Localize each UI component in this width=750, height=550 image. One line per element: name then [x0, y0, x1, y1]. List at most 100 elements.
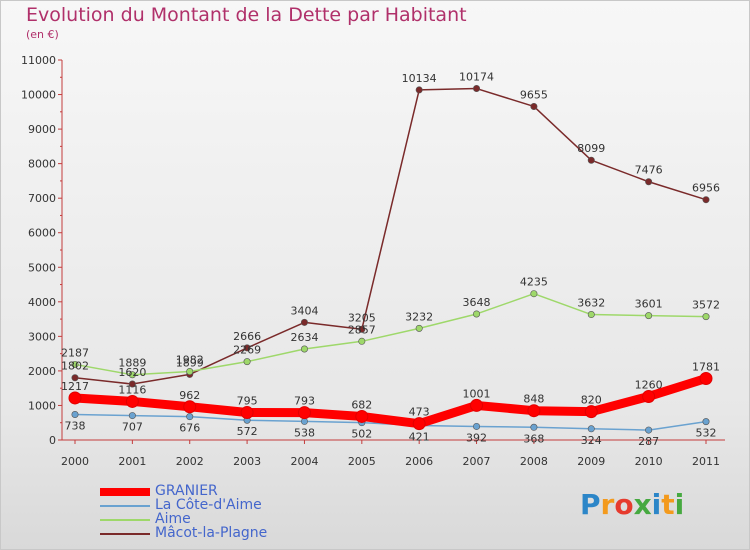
data-point — [702, 196, 710, 204]
data-label: 848 — [523, 393, 544, 406]
data-label: 538 — [294, 426, 315, 439]
legend: GRANIER La Côte-d'Aime Aime Mâcot-la-Plagne — [100, 483, 320, 541]
data-label: 676 — [179, 422, 200, 435]
data-label: 392 — [466, 431, 487, 444]
data-label: 9655 — [520, 88, 548, 101]
data-label: 421 — [409, 430, 430, 443]
data-point — [355, 409, 369, 423]
x-tick-label: 2005 — [348, 455, 376, 468]
data-label: 3572 — [692, 299, 720, 312]
x-tick-label: 2010 — [635, 455, 663, 468]
x-tick-label: 2011 — [692, 455, 720, 468]
legend-label: GRANIER — [155, 483, 218, 499]
logo-letter: P — [580, 488, 601, 521]
data-point — [71, 411, 79, 419]
data-point — [642, 389, 656, 403]
data-point — [300, 318, 308, 326]
data-point — [415, 86, 423, 94]
data-label: 7476 — [635, 164, 663, 177]
data-label: 1781 — [692, 360, 720, 373]
data-label: 2269 — [233, 344, 261, 357]
y-tick-label: 4000 — [28, 296, 56, 309]
chart-subtitle: (en €) — [26, 28, 59, 41]
data-label: 4235 — [520, 276, 548, 289]
data-label: 532 — [696, 427, 717, 440]
data-label: 3404 — [290, 304, 318, 317]
data-point — [240, 406, 254, 420]
series-line-0 — [70, 373, 711, 429]
logo-letter: r — [600, 488, 615, 521]
data-point — [530, 423, 538, 431]
data-point — [243, 358, 251, 366]
data-point — [186, 413, 194, 421]
data-point — [71, 360, 79, 368]
data-label: 10174 — [459, 71, 494, 84]
data-label: 6956 — [692, 182, 720, 195]
legend-label: Mâcot-la-Plagne — [155, 525, 268, 541]
data-label: 1217 — [61, 380, 89, 393]
data-point — [128, 412, 136, 420]
data-point — [645, 178, 653, 186]
data-point — [243, 344, 251, 352]
data-point — [473, 85, 481, 93]
legend-swatch — [100, 533, 150, 535]
data-point — [470, 398, 484, 412]
data-label: 1982 — [176, 354, 204, 367]
legend-swatch — [100, 505, 150, 507]
series-line-2 — [74, 292, 707, 376]
data-label: 3632 — [577, 297, 605, 310]
data-label: 324 — [581, 434, 602, 447]
legend-label: La Côte-d'Aime — [155, 497, 262, 513]
data-label: 2187 — [61, 346, 89, 359]
data-point — [358, 325, 366, 333]
data-label: 502 — [351, 428, 372, 441]
x-tick-label: 2000 — [61, 455, 89, 468]
y-tick-label: 3000 — [28, 330, 56, 343]
y-tick-label: 0 — [49, 434, 56, 447]
data-label: 2634 — [290, 331, 318, 344]
data-label: 10134 — [402, 72, 437, 85]
data-point — [702, 313, 710, 321]
legend-item: GRANIER — [100, 483, 320, 499]
chart-title: Evolution du Montant de la Dette par Hab… — [26, 4, 467, 26]
data-point — [584, 405, 598, 419]
data-point — [186, 368, 194, 376]
data-label: 287 — [638, 435, 659, 448]
x-tick-label: 2007 — [463, 455, 491, 468]
legend-item: La Côte-d'Aime — [100, 497, 320, 513]
data-label: 8099 — [577, 142, 605, 155]
x-tick-label: 2003 — [233, 455, 261, 468]
data-label: 473 — [409, 406, 430, 419]
data-label: 368 — [523, 432, 544, 445]
data-label: 1116 — [118, 383, 146, 396]
legend-item: Aime — [100, 511, 320, 527]
legend-swatch — [100, 488, 150, 496]
x-tick-label: 2004 — [290, 455, 318, 468]
data-point — [473, 310, 481, 318]
data-label: 820 — [581, 394, 602, 407]
data-label: 3648 — [463, 296, 491, 309]
y-tick-label: 9000 — [28, 123, 56, 136]
data-label: 1889 — [118, 357, 146, 370]
x-tick-label: 2002 — [176, 455, 204, 468]
data-label: 1620 — [118, 366, 146, 379]
data-point — [71, 374, 79, 382]
x-tick-label: 2008 — [520, 455, 548, 468]
data-label: 1001 — [463, 387, 491, 400]
data-label: 795 — [237, 395, 258, 408]
data-label: 3232 — [405, 310, 433, 323]
y-tick-label: 10000 — [21, 89, 56, 102]
data-label: 3601 — [635, 298, 663, 311]
x-tick-label: 2001 — [118, 455, 146, 468]
data-label: 572 — [237, 425, 258, 438]
data-point — [530, 290, 538, 298]
data-point — [415, 324, 423, 332]
logo-letter: i — [674, 488, 685, 521]
data-point — [183, 400, 197, 414]
data-point — [358, 337, 366, 345]
data-point — [527, 404, 541, 418]
data-point — [125, 394, 139, 408]
data-point — [412, 417, 426, 431]
data-point — [587, 156, 595, 164]
